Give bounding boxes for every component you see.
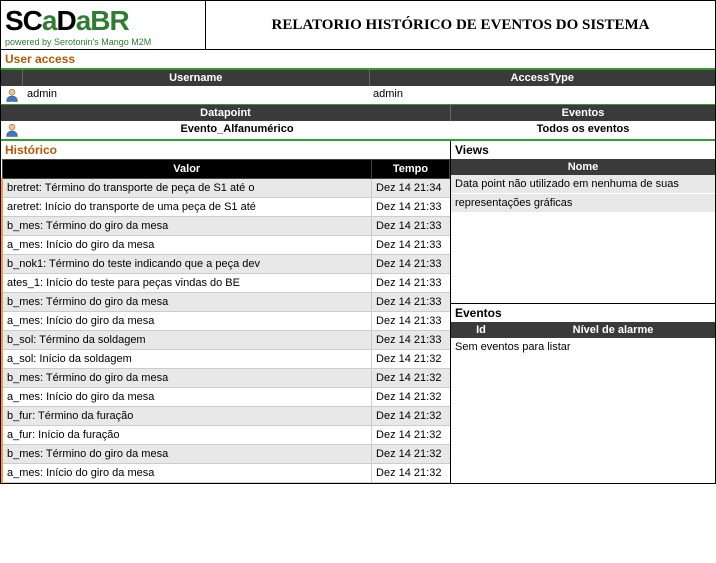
tempo-cell: Dez 14 21:32	[372, 426, 450, 445]
tempo-cell: Dez 14 21:33	[372, 293, 450, 312]
tempo-cell: Dez 14 21:32	[372, 388, 450, 407]
page-title: RELATORIO HISTÓRICO DE EVENTOS DO SISTEM…	[206, 1, 715, 49]
col-nivel: Nível de alarme	[511, 322, 715, 338]
table-row: b_mes: Término do giro da mesaDez 14 21:…	[2, 445, 450, 464]
col-username: Username	[23, 70, 370, 86]
historico-table: Valor Tempo bretret: Término do transpor…	[1, 159, 450, 483]
tempo-cell: Dez 14 21:33	[372, 255, 450, 274]
user-access-label: User access	[1, 50, 715, 70]
table-row: representações gráficas	[451, 194, 715, 213]
table-row: b_fur: Término da furaçãoDez 14 21:32	[2, 407, 450, 426]
tempo-cell: Dez 14 21:33	[372, 274, 450, 293]
valor-cell: b_mes: Término do giro da mesa	[2, 445, 372, 464]
tempo-cell: Dez 14 21:33	[372, 217, 450, 236]
table-row: bretret: Término do transporte de peça d…	[2, 179, 450, 198]
valor-cell: aretret: Início do transporte de uma peç…	[2, 198, 372, 217]
views-label: Views	[451, 141, 715, 159]
eventos-value: Todos os eventos	[451, 121, 715, 139]
tempo-cell: Dez 14 21:33	[372, 236, 450, 255]
datapoint-header: Datapoint	[1, 105, 451, 121]
logo: SCaDaBR powered by Serotonin's Mango M2M	[1, 1, 206, 49]
valor-cell: a_mes: Início do giro da mesa	[2, 388, 372, 407]
table-row: b_sol: Término da soldagemDez 14 21:33	[2, 331, 450, 350]
user-icon	[1, 86, 23, 104]
user-access-header: Username AccessType	[1, 70, 715, 86]
valor-cell: a_mes: Início do giro da mesa	[2, 312, 372, 331]
valor-cell: b_mes: Término do giro da mesa	[2, 217, 372, 236]
logo-subtitle: powered by Serotonin's Mango M2M	[5, 37, 201, 47]
table-row: b_nok1: Término do teste indicando que a…	[2, 255, 450, 274]
tempo-cell: Dez 14 21:34	[372, 179, 450, 198]
table-row: b_mes: Término do giro da mesaDez 14 21:…	[2, 369, 450, 388]
eventos-header: Eventos	[451, 105, 715, 121]
username-value: admin	[23, 86, 369, 104]
col-tempo: Tempo	[372, 160, 450, 179]
eventos-empty: Sem eventos para listar	[451, 338, 715, 357]
valor-cell: b_sol: Término da soldagem	[2, 331, 372, 350]
tempo-cell: Dez 14 21:32	[372, 407, 450, 426]
nome-cell: Data point não utilizado em nenhuma de s…	[451, 175, 715, 194]
tempo-cell: Dez 14 21:32	[372, 350, 450, 369]
valor-cell: ates_1: Início do teste para peças vinda…	[2, 274, 372, 293]
valor-cell: a_mes: Início do giro da mesa	[2, 236, 372, 255]
datapoint-eventos-row: Evento_Alfanumérico Todos os eventos	[1, 121, 715, 141]
main-two-col: Histórico Valor Tempo bretret: Término d…	[1, 141, 715, 483]
tempo-cell: Dez 14 21:33	[372, 198, 450, 217]
col-nome: Nome	[451, 159, 715, 175]
user-icon	[1, 121, 23, 139]
accesstype-value: admin	[369, 86, 715, 104]
tempo-cell: Dez 14 21:33	[372, 331, 450, 350]
tempo-cell: Dez 14 21:32	[372, 369, 450, 388]
tempo-cell: Dez 14 21:33	[372, 312, 450, 331]
datapoint-eventos-header: Datapoint Eventos	[1, 105, 715, 121]
table-row: a_mes: Início do giro da mesaDez 14 21:3…	[2, 464, 450, 483]
valor-cell: a_mes: Início do giro da mesa	[2, 464, 372, 483]
table-row: a_mes: Início do giro da mesaDez 14 21:3…	[2, 312, 450, 331]
header-row: SCaDaBR powered by Serotonin's Mango M2M…	[1, 1, 715, 50]
eventos-panel-label: Eventos	[451, 303, 715, 322]
col-valor: Valor	[2, 160, 372, 179]
valor-cell: b_mes: Término do giro da mesa	[2, 293, 372, 312]
tempo-cell: Dez 14 21:32	[372, 445, 450, 464]
table-row: aretret: Início do transporte de uma peç…	[2, 198, 450, 217]
historico-panel: Histórico Valor Tempo bretret: Término d…	[1, 141, 451, 483]
valor-cell: bretret: Término do transporte de peça d…	[2, 179, 372, 198]
valor-cell: b_fur: Término da furação	[2, 407, 372, 426]
user-access-row: admin admin	[1, 86, 715, 105]
table-row: a_mes: Início do giro da mesaDez 14 21:3…	[2, 236, 450, 255]
table-row: a_fur: Início da furaçãoDez 14 21:32	[2, 426, 450, 445]
col-accesstype: AccessType	[370, 70, 716, 86]
table-row: Data point não utilizado em nenhuma de s…	[451, 175, 715, 194]
report-container: SCaDaBR powered by Serotonin's Mango M2M…	[0, 0, 716, 484]
table-row: ates_1: Início do teste para peças vinda…	[2, 274, 450, 293]
table-row: a_sol: Início da soldagemDez 14 21:32	[2, 350, 450, 369]
tempo-cell: Dez 14 21:32	[372, 464, 450, 483]
valor-cell: a_sol: Início da soldagem	[2, 350, 372, 369]
valor-cell: a_fur: Início da furação	[2, 426, 372, 445]
table-row: b_mes: Término do giro da mesaDez 14 21:…	[2, 217, 450, 236]
eventos-table: Id Nível de alarme Sem eventos para list…	[451, 322, 715, 357]
table-row: a_mes: Início do giro da mesaDez 14 21:3…	[2, 388, 450, 407]
nome-cell: representações gráficas	[451, 194, 715, 213]
views-table: Nome Data point não utilizado em nenhuma…	[451, 159, 715, 213]
historico-label: Histórico	[1, 141, 450, 159]
valor-cell: b_mes: Término do giro da mesa	[2, 369, 372, 388]
datapoint-value: Evento_Alfanumérico	[23, 121, 451, 139]
valor-cell: b_nok1: Término do teste indicando que a…	[2, 255, 372, 274]
col-id: Id	[451, 322, 511, 338]
right-panels: Views Nome Data point não utilizado em n…	[451, 141, 715, 483]
table-row: b_mes: Término do giro da mesaDez 14 21:…	[2, 293, 450, 312]
